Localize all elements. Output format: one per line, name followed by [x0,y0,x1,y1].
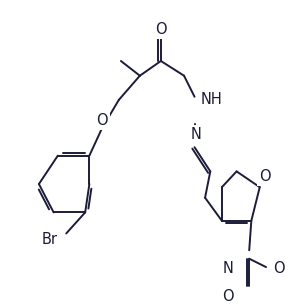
Text: NH: NH [201,92,222,107]
Text: O: O [155,22,167,37]
Text: O: O [259,169,270,184]
Text: O: O [222,289,234,304]
Text: O: O [96,114,108,129]
Text: N: N [223,261,233,276]
Text: N: N [190,127,201,142]
Text: Br: Br [42,232,58,247]
Text: O: O [273,261,285,276]
